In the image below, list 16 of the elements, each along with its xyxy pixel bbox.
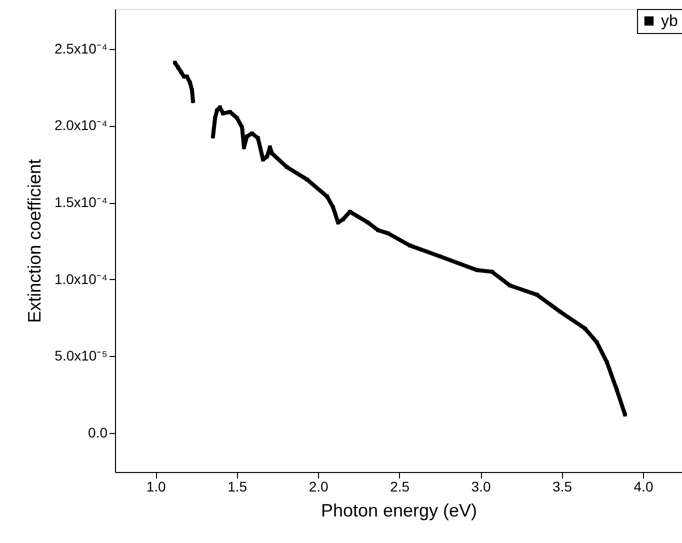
legend-label: yb xyxy=(661,13,678,30)
y-axis-title: Extinction coefficient xyxy=(24,159,44,323)
y-tick-label: 2.5x10⁻⁴ xyxy=(54,40,108,56)
y-tick-label: 5.0x10⁻⁵ xyxy=(54,348,108,364)
y-tick-label: 1.5x10⁻⁴ xyxy=(54,194,108,210)
x-tick-label: 3.0 xyxy=(471,478,491,494)
x-tick-label: 4.0 xyxy=(634,478,654,494)
x-tick-label: 1.5 xyxy=(228,478,248,494)
y-tick-label: 2.0x10⁻⁴ xyxy=(54,117,108,134)
x-tick-label: 3.5 xyxy=(552,478,572,494)
x-tick-label: 1.0 xyxy=(146,478,166,494)
x-tick-label: 2.0 xyxy=(308,478,329,494)
x-tick-label: 2.5 xyxy=(390,478,410,494)
y-tick-label: 0.0 xyxy=(88,424,108,440)
x-axis-title: Photon energy (eV) xyxy=(320,500,478,520)
y-tick-label: 1.0x10⁻⁴ xyxy=(54,270,108,287)
